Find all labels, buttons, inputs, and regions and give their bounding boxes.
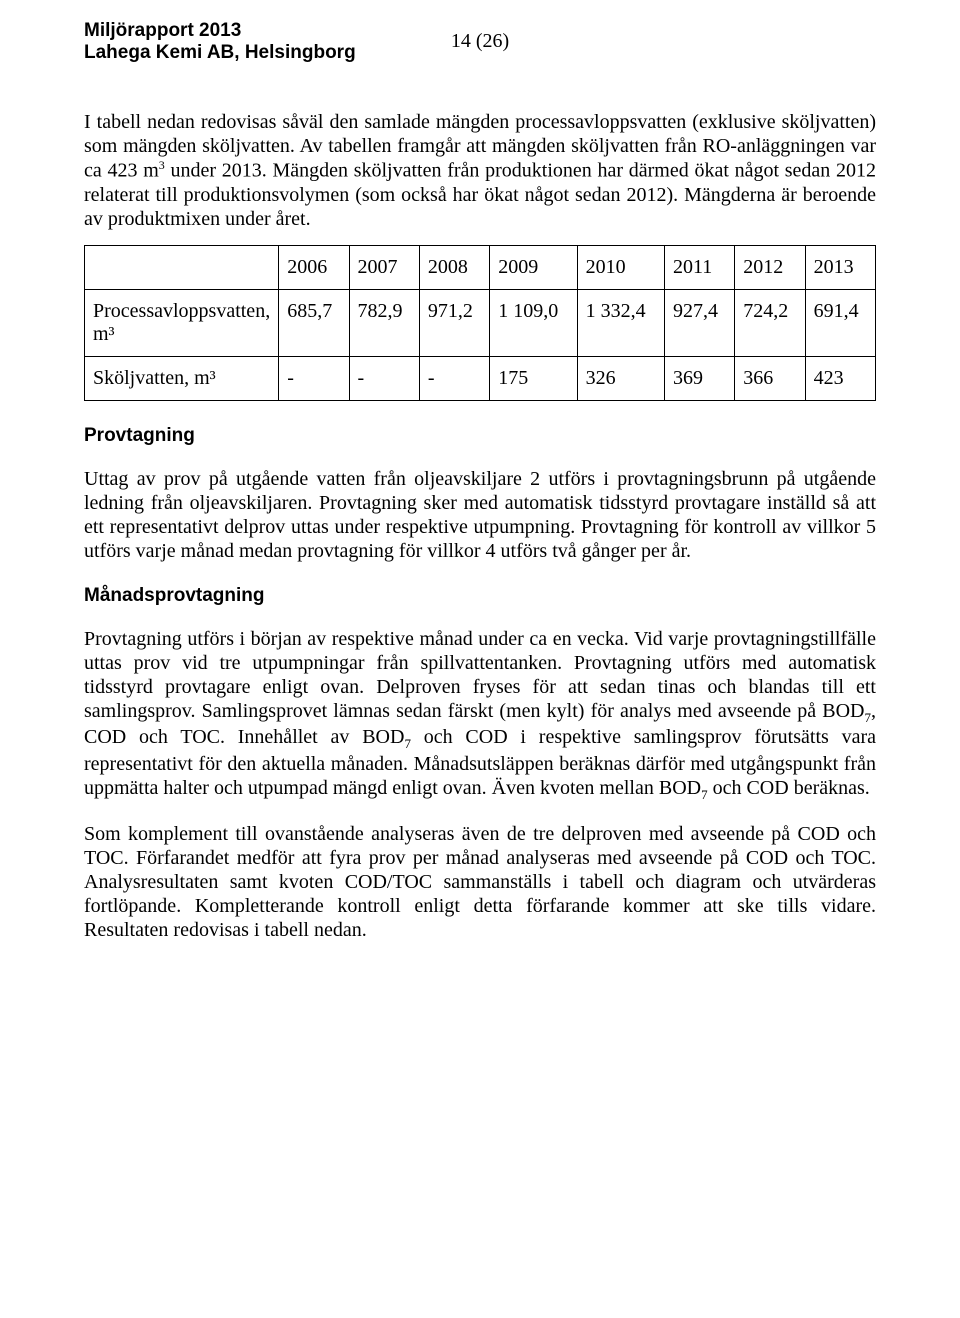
cell: 423 xyxy=(805,356,875,400)
section-heading-provtagning: Provtagning xyxy=(84,425,876,447)
table-header-2013: 2013 xyxy=(805,245,875,289)
table-header-2010: 2010 xyxy=(577,245,664,289)
table-header-2009: 2009 xyxy=(490,245,577,289)
cell: - xyxy=(279,356,349,400)
table-row: Processavloppsvatten, m³ 685,7 782,9 971… xyxy=(85,289,876,356)
manads-text: och COD beräknas. xyxy=(708,777,870,799)
table-header-2012: 2012 xyxy=(735,245,805,289)
manads-paragraph-2: Som komplement till ovanstående analyser… xyxy=(84,822,876,942)
table-header-2008: 2008 xyxy=(419,245,489,289)
cell: 724,2 xyxy=(735,289,805,356)
intro-text-2: under 2013. Mängden sköljvatten från pro… xyxy=(84,160,876,230)
section-heading-manads: Månadsprovtagning xyxy=(84,585,876,607)
manads-paragraph-1: Provtagning utförs i början av respektiv… xyxy=(84,627,876,803)
table-header-row: 2006 2007 2008 2009 2010 2011 2012 2013 xyxy=(85,245,876,289)
document-page: Miljörapport 2013 Lahega Kemi AB, Helsin… xyxy=(0,0,960,1318)
data-table: 2006 2007 2008 2009 2010 2011 2012 2013 … xyxy=(84,245,876,401)
cell: 369 xyxy=(664,356,734,400)
intro-paragraph: I tabell nedan redovisas såväl den samla… xyxy=(84,110,876,231)
table-row: Sköljvatten, m³ - - - 175 326 369 366 42… xyxy=(85,356,876,400)
manads-text: Provtagning utförs i början av respektiv… xyxy=(84,628,876,722)
table-header-blank xyxy=(85,245,279,289)
cell: 1 109,0 xyxy=(490,289,577,356)
table-header-2007: 2007 xyxy=(349,245,419,289)
cell: 782,9 xyxy=(349,289,419,356)
cell: 927,4 xyxy=(664,289,734,356)
cell: 175 xyxy=(490,356,577,400)
page-number: 14 (26) xyxy=(451,30,509,53)
cell: 366 xyxy=(735,356,805,400)
cell: - xyxy=(419,356,489,400)
table-header-2011: 2011 xyxy=(664,245,734,289)
cell: 685,7 xyxy=(279,289,349,356)
cell: 1 332,4 xyxy=(577,289,664,356)
row-label: Sköljvatten, m³ xyxy=(85,356,279,400)
cell: 691,4 xyxy=(805,289,875,356)
cell: 326 xyxy=(577,356,664,400)
row-label: Processavloppsvatten, m³ xyxy=(85,289,279,356)
cell: - xyxy=(349,356,419,400)
provtagning-paragraph: Uttag av prov på utgående vatten från ol… xyxy=(84,467,876,563)
table-header-2006: 2006 xyxy=(279,245,349,289)
cell: 971,2 xyxy=(419,289,489,356)
